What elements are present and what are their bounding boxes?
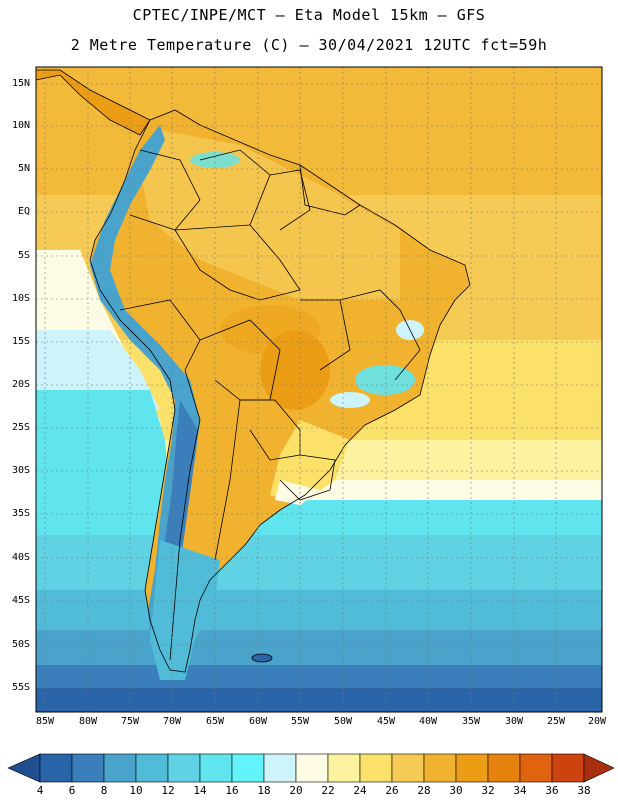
- country-borders: [89, 109, 471, 673]
- colorbar-label: 10: [129, 784, 143, 797]
- lon-label: 70W: [162, 716, 182, 727]
- lat-label: 5N: [17, 163, 30, 174]
- lat-label: EQ: [17, 206, 30, 217]
- lon-label: 80W: [78, 716, 98, 727]
- lat-label: 15N: [11, 78, 30, 89]
- colorbar-label: 8: [100, 784, 108, 797]
- colorbar-label: 12: [161, 784, 175, 797]
- lon-label: 50W: [333, 716, 353, 727]
- lat-label: 5S: [17, 250, 30, 261]
- lat-label: 10N: [11, 120, 30, 131]
- temperature-field: [36, 67, 602, 712]
- lon-label: 20W: [587, 716, 607, 727]
- lon-label: 55W: [290, 716, 310, 727]
- colorbar-label: 4: [36, 784, 44, 797]
- colorbar-label: 22: [321, 784, 335, 797]
- colorbar-label: 32: [481, 784, 495, 797]
- lat-label: 10S: [11, 293, 30, 304]
- map-subtitle: 2 Metre Temperature (C) – 30/04/2021 12U…: [70, 36, 548, 54]
- lon-label: 45W: [376, 716, 396, 727]
- lat-label: 50S: [11, 639, 30, 650]
- colorbar-label: 16: [225, 784, 239, 797]
- colorbar-label: 26: [385, 784, 399, 797]
- lat-label: 25S: [11, 422, 30, 433]
- lat-label: 15S: [11, 336, 30, 347]
- lat-label: 45S: [11, 595, 30, 606]
- colorbar-label: 30: [449, 784, 463, 797]
- colorbar: [7, 753, 615, 783]
- colorbar-label: 38: [577, 784, 591, 797]
- lon-label: 60W: [248, 716, 268, 727]
- lat-label: 20S: [11, 379, 30, 390]
- colorbar-label: 20: [289, 784, 303, 797]
- colorbar-label: 34: [513, 784, 527, 797]
- lon-label: 40W: [418, 716, 438, 727]
- map-title: CPTEC/INPE/MCT – Eta Model 15km – GFS: [132, 6, 486, 24]
- lon-label: 30W: [504, 716, 524, 727]
- colorbar-label: 36: [545, 784, 559, 797]
- lat-label: 40S: [11, 552, 30, 563]
- colorbar-label: 18: [257, 784, 271, 797]
- colorbar-label: 14: [193, 784, 207, 797]
- map-frame: [35, 66, 603, 713]
- lon-label: 25W: [546, 716, 566, 727]
- lon-label: 35W: [461, 716, 481, 727]
- graticule: [36, 67, 602, 712]
- lon-label: 85W: [35, 716, 55, 727]
- lon-label: 65W: [205, 716, 225, 727]
- lon-label: 75W: [120, 716, 140, 727]
- colorbar-label: 6: [68, 784, 76, 797]
- lat-label: 30S: [11, 465, 30, 476]
- colorbar-label: 24: [353, 784, 367, 797]
- lat-label: 55S: [11, 682, 30, 693]
- lat-label: 35S: [11, 508, 30, 519]
- colorbar-label: 28: [417, 784, 431, 797]
